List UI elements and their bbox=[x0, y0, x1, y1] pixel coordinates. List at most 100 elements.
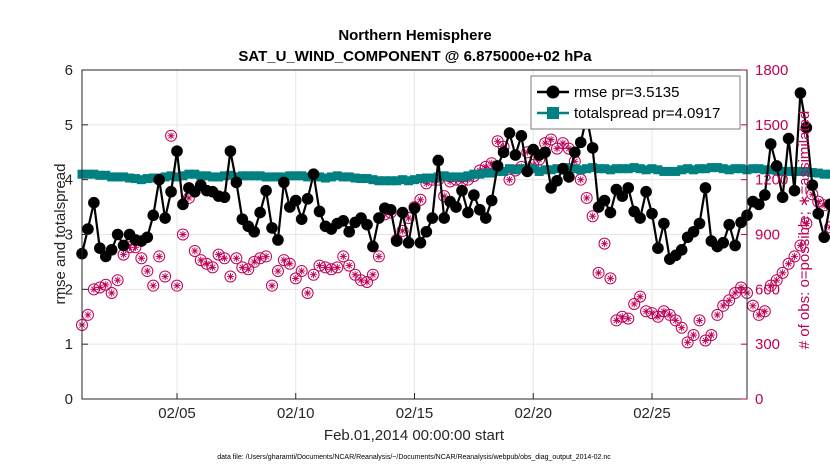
obs-assimilated-point bbox=[660, 307, 668, 315]
rmse-point bbox=[658, 217, 670, 230]
y-axis-ticks: 0 1 2 3 4 5 6 bbox=[65, 62, 88, 408]
totalspread-point bbox=[552, 164, 562, 174]
rmse-point bbox=[497, 146, 510, 159]
obs-assimilated-point bbox=[339, 252, 347, 261]
totalspread-point bbox=[505, 164, 514, 174]
totalspread-point bbox=[510, 165, 520, 175]
rmse-point bbox=[675, 244, 688, 256]
rmse-point bbox=[367, 240, 379, 253]
obs-assimilated-point bbox=[672, 316, 680, 325]
rmse-point bbox=[753, 198, 765, 211]
totalspread-point bbox=[439, 171, 449, 181]
obs-assimilated-point bbox=[274, 267, 282, 275]
y-axis-label: rmse and totalspread bbox=[52, 164, 69, 305]
obs-assimilated-point bbox=[333, 263, 341, 271]
obs-possible-point bbox=[503, 173, 516, 186]
x-tick-label: 02/05 bbox=[158, 405, 196, 422]
totalspread-point bbox=[285, 171, 295, 181]
rmse-point bbox=[794, 87, 807, 99]
totalspread-point bbox=[778, 166, 788, 176]
totalspread-point bbox=[237, 171, 247, 181]
totalspread-point bbox=[469, 169, 479, 179]
obs-assimilated-point bbox=[553, 144, 561, 153]
totalspread-point bbox=[338, 172, 348, 182]
obs-possible-point bbox=[723, 294, 736, 307]
totalspread-point bbox=[487, 168, 497, 178]
obs-possible-point bbox=[414, 193, 427, 206]
rmse-point bbox=[337, 214, 350, 227]
totalspread-point bbox=[380, 176, 390, 186]
obs-assimilated-point bbox=[422, 179, 430, 187]
obs-possible-point bbox=[277, 254, 290, 267]
rmse-point bbox=[759, 189, 771, 201]
obs-possible-point bbox=[283, 257, 296, 270]
totalspread-point bbox=[718, 164, 728, 174]
y2-tick-label: 1800 bbox=[755, 62, 788, 79]
totalspread-point bbox=[119, 172, 129, 182]
obs-assimilated-point bbox=[589, 212, 597, 220]
totalspread-point bbox=[736, 164, 746, 174]
obs-possible-point bbox=[693, 314, 706, 327]
obs-possible-point bbox=[604, 272, 617, 285]
rmse-point bbox=[723, 218, 735, 231]
obs-assimilated-point bbox=[220, 254, 229, 262]
obs-possible-point bbox=[307, 268, 320, 281]
obs-assimilated-point bbox=[298, 267, 306, 275]
totalspread-point bbox=[398, 175, 408, 185]
rmse-point bbox=[254, 206, 266, 219]
obs-assimilated-point bbox=[571, 157, 579, 165]
obs-assimilated-point bbox=[375, 252, 383, 261]
rmse-point bbox=[468, 189, 480, 201]
obs-assimilated-point bbox=[790, 252, 799, 261]
totalspread-point bbox=[795, 166, 805, 176]
rmse-point bbox=[563, 171, 575, 183]
totalspread-point bbox=[481, 168, 491, 178]
obs-assimilated-point bbox=[321, 263, 330, 271]
obs-possible-point bbox=[212, 248, 225, 261]
rmse-point bbox=[569, 146, 581, 159]
obs-assimilated-point bbox=[767, 282, 775, 290]
rmse-point bbox=[776, 191, 789, 204]
totalspread-point bbox=[255, 171, 265, 181]
rmse-point bbox=[248, 225, 260, 238]
obs-possible-point bbox=[301, 286, 314, 299]
totalspread-point bbox=[801, 166, 811, 176]
totalspread-point bbox=[760, 165, 770, 175]
totalspread-point bbox=[267, 172, 277, 182]
totalspread-point bbox=[766, 165, 776, 175]
rmse-point bbox=[230, 176, 243, 189]
obs-possible-point bbox=[586, 210, 599, 223]
obs-possible-point bbox=[248, 255, 261, 268]
obs-assimilated-point bbox=[155, 252, 163, 261]
totalspread-point bbox=[433, 172, 443, 182]
y2-axis-label: # of obs: o=possible; ∗=assimilated bbox=[796, 111, 813, 350]
totalspread-point bbox=[564, 163, 574, 173]
obs-possible-point bbox=[675, 321, 688, 334]
totalspread-point bbox=[160, 172, 170, 182]
rmse-point bbox=[313, 205, 326, 218]
obs-possible-point bbox=[271, 265, 284, 278]
totalspread-point bbox=[404, 176, 414, 186]
rmse-point bbox=[117, 239, 130, 252]
obs-assimilated-point bbox=[315, 261, 324, 270]
rmse-point bbox=[764, 138, 777, 150]
obs-assimilated-point bbox=[779, 269, 787, 277]
totalspread-point bbox=[475, 169, 485, 179]
totalspread-point bbox=[243, 171, 253, 181]
totalspread-point bbox=[392, 176, 402, 186]
rmse-point bbox=[384, 204, 397, 216]
totalspread-point bbox=[356, 174, 366, 184]
totalspread-point bbox=[689, 165, 699, 175]
rmse-point bbox=[598, 194, 611, 207]
obs-assimilated-point bbox=[583, 194, 591, 202]
totalspread-point bbox=[611, 164, 621, 174]
obs-assimilated-point bbox=[102, 281, 110, 289]
obs-assimilated-point bbox=[191, 247, 199, 255]
rmse-point bbox=[432, 154, 445, 167]
obs-assimilated-point bbox=[167, 132, 175, 140]
legend[interactable]: rmse pr=3.5135 totalspread pr=4.0917 bbox=[530, 75, 741, 130]
totalspread-point bbox=[623, 164, 633, 174]
obs-assimilated-point bbox=[369, 271, 377, 279]
obs-possible-point bbox=[705, 329, 718, 342]
rmse-point bbox=[159, 212, 171, 224]
